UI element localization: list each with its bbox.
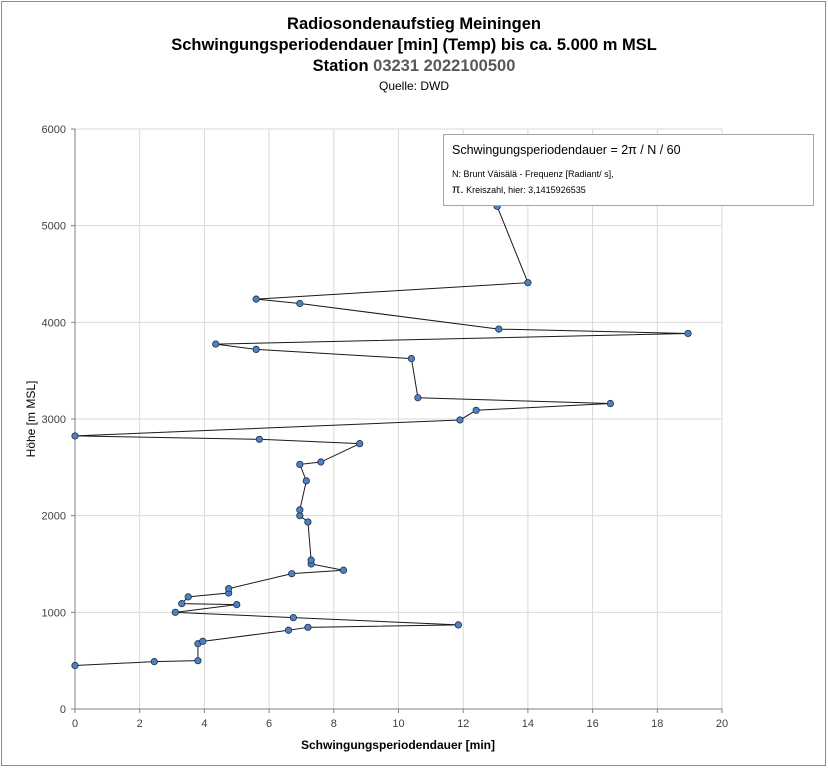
data-point [524,279,532,287]
pi-description: Kreiszahl, hier: 3,1415926535 [463,185,586,195]
data-point [71,432,79,440]
station-code: 03231 2022100500 [373,57,516,75]
tick-labels: 0 2 4 6 8 10 12 14 16 18 20 0 1000 2000 3000 4000 5000 60… [42,124,729,730]
data-point [414,394,422,402]
x-tick-label: 8 [331,718,337,730]
station-line: Station 03231 2022100500 [0,56,828,77]
x-tick-label: 20 [716,718,728,730]
series-line [74,206,689,666]
data-point [225,585,233,593]
data-point [252,345,260,353]
y-tick-label: 1000 [42,607,66,619]
x-tick-label: 10 [392,718,404,730]
y-tick-label: 2000 [42,511,66,523]
data-point [407,354,416,363]
data-point [199,637,207,645]
formula-annotation-box: Schwingungsperiodendauer = 2π / N / 60 N… [443,134,814,206]
x-axis-label: Schwingungsperiodendauer [min] [301,738,495,752]
data-point [233,600,241,609]
x-tick-label: 4 [201,718,207,730]
x-tick-label: 12 [457,718,469,730]
x-tick-label: 6 [266,718,272,730]
x-tick-label: 14 [522,718,534,730]
data-point [339,566,348,574]
data-point [317,458,325,466]
data-point [71,661,79,670]
x-tick-label: 16 [586,718,598,730]
y-axis-label: Höhe [m MSL] [24,381,38,458]
data-point [495,325,503,333]
data-point [296,506,304,514]
x-tick-label: 18 [651,718,663,730]
data-point [356,440,364,448]
data-point [304,518,312,526]
data-point [472,406,480,414]
chart-subtitle: Schwingungsperiodendauer [min] (Temp) bi… [171,36,657,54]
data-point [212,340,220,348]
y-tick-label: 3000 [42,414,66,426]
data-series [71,202,692,670]
y-tick-label: 5000 [42,221,66,233]
data-point [150,658,158,666]
y-tick-label: 4000 [42,317,66,329]
pi-symbol: π. [452,182,464,196]
data-point [284,626,293,634]
y-tick-label: 6000 [42,124,66,136]
data-point [304,623,312,631]
data-point [252,295,260,303]
data-point [606,399,614,408]
annotation-note-pi: π. Kreiszahl, hier: 3,1415926535 [452,182,805,198]
axes [71,128,723,713]
x-tick-label: 0 [72,718,78,730]
data-point [296,460,304,469]
data-point [307,556,315,564]
data-point [454,621,462,629]
data-point [456,416,464,424]
formula-text: Schwingungsperiodendauer = 2π / N / 60 [452,143,681,157]
annotation-note-brunt-vaisala: N: Brunt Väisälä - Frequenz [Radiant/ s]… [452,169,614,179]
data-point [255,435,263,443]
data-point [184,593,192,601]
data-point [296,299,304,308]
chart-title-block: Radiosondenaufstieg Meiningen Schwingung… [0,14,828,95]
chart-title: Radiosondenaufstieg Meiningen [287,15,541,33]
data-point [178,600,186,608]
data-point [288,570,296,578]
data-point [194,657,202,665]
data-point [684,329,692,338]
data-point [171,608,179,616]
station-label: Station [312,57,369,75]
data-point [302,477,310,485]
chart-source: Quelle: DWD [378,79,449,93]
data-point [289,614,297,622]
x-tick-label: 2 [137,718,143,730]
y-tick-label: 0 [60,704,66,716]
